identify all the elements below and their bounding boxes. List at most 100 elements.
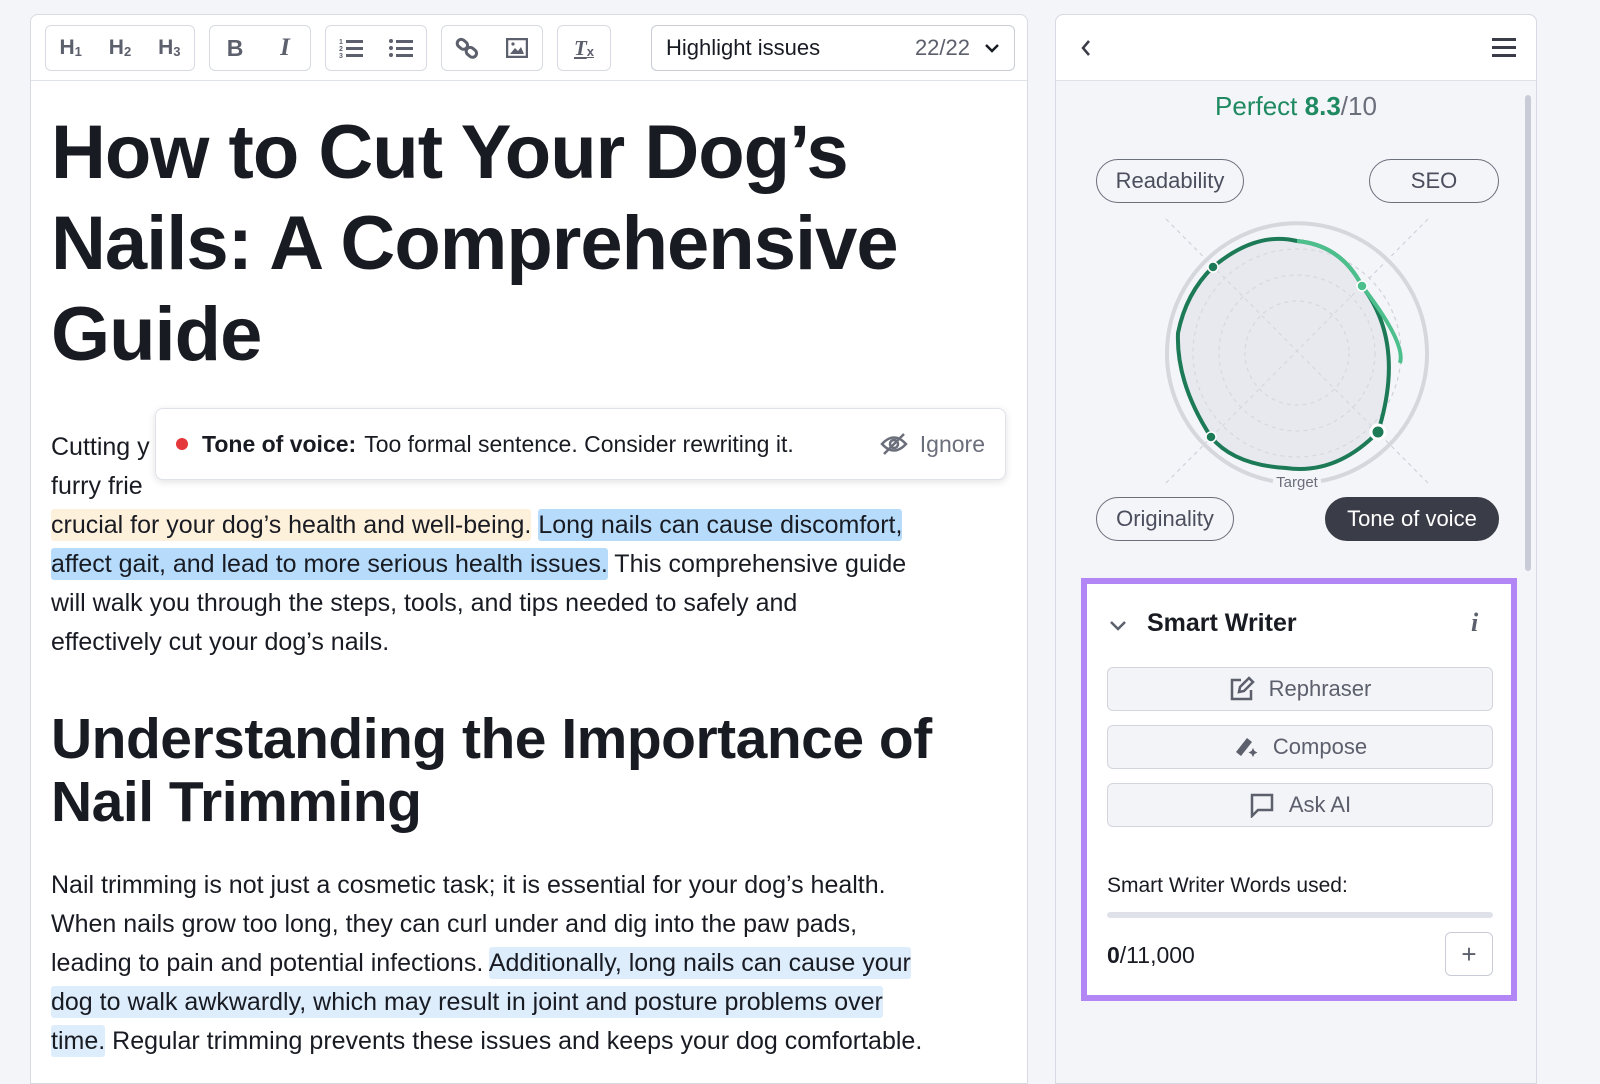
text-line: leading to pain and potential infections… [51,944,1021,983]
usage-label: Smart Writer Words used: [1107,874,1348,897]
paragraph-intro[interactable]: Cutting y furry frie crucial for your dog’… [51,428,1021,662]
usage-count: 0/11,000 [1107,942,1195,969]
document-content[interactable]: How to Cut Your Dog’s Nails: A Comprehen… [51,107,1021,1061]
sidebar-scrollbar[interactable] [1525,95,1531,571]
svg-text:2: 2 [339,46,343,53]
highlighted-issue-lightblue[interactable]: Additionally, long nails can cause your [488,947,911,979]
svg-text:3: 3 [339,53,343,59]
h3-level: 3 [173,43,181,59]
pill-tone-of-voice[interactable]: Tone of voice [1325,497,1499,541]
bullet-list-button[interactable] [380,28,422,68]
target-label: Target [1276,474,1319,491]
readability-point [1207,261,1219,273]
ignore-label: Ignore [919,430,985,457]
issue-tooltip: Tone of voice: Too formal sentence. Cons… [155,408,1006,480]
rephraser-label: Rephraser [1268,676,1372,701]
usage-limit: /11,000 [1119,942,1195,968]
sidebar-header [1056,15,1536,81]
issue-count: 22/22 [914,35,970,60]
document-title[interactable]: How to Cut Your Dog’s Nails: A Comprehen… [51,110,899,377]
compose-button[interactable]: Compose [1107,725,1493,769]
highlighted-issue-blue[interactable]: Long nails can cause discomfort, [538,509,903,541]
compose-label: Compose [1272,734,1368,759]
text-segment: leading to pain and potential infections… [51,949,489,977]
clear-format-label: T [573,35,587,60]
h1-label: H [59,36,75,59]
text-segment: Cutting y [51,433,150,461]
text-segment: Nail trimming is not just a cosmetic tas… [51,871,886,899]
link-icon [455,37,479,59]
ask-ai-button[interactable]: Ask AI [1107,783,1493,827]
h1-level: 1 [74,43,82,59]
smart-writer-panel: Smart Writer i Rephraser Compose Ask AI … [1081,578,1517,1001]
highlight-issues-dropdown[interactable]: Highlight issues 22/22 [651,25,1015,71]
highlighted-issue-lightblue[interactable]: time. [51,1025,106,1057]
text-segment: When nails grow too long, they can curl … [51,910,858,938]
italic-button[interactable]: I [280,34,290,61]
highlighted-issue-lightblue[interactable]: dog to walk awkwardly, which may result … [51,986,883,1018]
clear-format-sub: x [586,43,595,59]
pill-readability[interactable]: Readability [1096,159,1244,203]
image-button[interactable] [496,28,538,68]
section-heading[interactable]: Understanding the Importance of Nail Tri… [51,707,932,834]
bold-button[interactable]: B [226,34,244,61]
highlighted-issue-blue[interactable]: affect gait, and lead to more serious he… [51,548,608,580]
text-line: Cutting y [51,428,1021,467]
add-words-button[interactable]: + [1445,932,1493,976]
text-segment: will walk you through the steps, tools, … [51,589,798,617]
style-group: B I [209,25,311,71]
text-segment: This comprehensive guide [607,550,907,578]
score-radar-chart: Target [1165,218,1429,491]
menu-icon[interactable] [1492,37,1516,57]
usage-progress-bar [1107,912,1493,918]
info-icon[interactable]: i [1471,608,1479,637]
issue-message: Too formal sentence. Consider rewriting … [364,430,794,457]
svg-text:1: 1 [339,39,343,46]
text-line: will walk you through the steps, tools, … [51,584,1021,623]
magic-pen-icon [1235,738,1258,757]
chevron-down-icon[interactable] [1109,620,1127,632]
usage-used: 0 [1107,942,1120,968]
originality-point [1205,431,1217,443]
text-line: affect gait, and lead to more serious he… [51,545,1021,584]
text-line: Nail trimming is not just a cosmetic tas… [51,866,1021,905]
severity-dot [176,438,188,450]
highlight-label: Highlight issues [666,35,821,60]
tone-of-voice-point [1369,423,1387,441]
ignore-button[interactable]: Ignore [880,431,985,458]
overall-score: Perfect 8.3/10 [1056,91,1536,122]
smart-writer-title: Smart Writer [1147,609,1297,637]
paragraph-importance[interactable]: Nail trimming is not just a cosmetic tas… [51,866,1021,1061]
text-line: effectively cut your dog’s nails. [51,623,1021,662]
text-line: furry frie [51,467,1021,506]
h2-label: H [108,36,124,59]
text-segment: Regular trimming prevents these issues a… [105,1027,923,1055]
chevron-left-icon[interactable] [1080,39,1092,57]
insert-group [441,25,543,71]
image-icon [506,38,528,58]
text-segment: furry frie [51,472,143,500]
target-ring [1165,221,1429,483]
link-button[interactable] [446,28,488,68]
rephraser-button[interactable]: Rephraser [1107,667,1493,711]
h3-label: H [158,36,174,59]
text-segment: effectively cut your dog’s nails. [51,628,390,656]
h2-level: 2 [123,43,132,59]
bullet-list-icon [389,39,413,57]
score-value: 8.3 [1304,91,1341,121]
pill-originality[interactable]: Originality [1096,497,1234,541]
score-label: Perfect [1215,91,1298,121]
highlighted-issue-yellow[interactable]: crucial for your dog’s health and well-b… [51,509,532,541]
text-line: dog to walk awkwardly, which may result … [51,983,1021,1022]
pill-seo[interactable]: SEO [1369,159,1499,203]
chat-icon [1250,793,1274,818]
